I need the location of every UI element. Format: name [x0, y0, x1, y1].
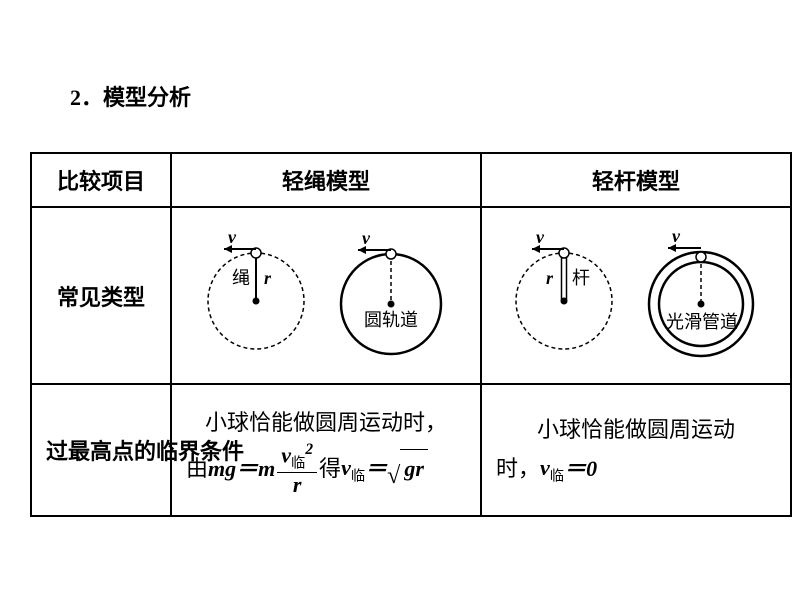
rope-dashed-circle: v 绳 r [208, 227, 304, 349]
table-row-condition: 过最高点的临界条件 小球恰能做圆周运动时， 由 mg ＝ m v临2 r 得 v… [31, 384, 791, 516]
equals-3: ＝ [564, 450, 586, 487]
v-label-4: v [672, 226, 681, 246]
header-rod-model: 轻杆模型 [481, 153, 791, 207]
v-label-2: v [362, 228, 371, 248]
v-res-sym: v [341, 455, 351, 480]
rod-tube: v 光滑管道 [649, 226, 753, 356]
row-label-condition: 过最高点的临界条件 [31, 384, 171, 516]
tube-label: 光滑管道 [666, 312, 738, 332]
rope-condition: 小球恰能做圆周运动时， 由 mg ＝ m v临2 r 得 v临 ＝ √ gr [171, 384, 481, 516]
rope-cond-formula: 由 mg ＝ m v临2 r 得 v临 ＝ √ gr [186, 442, 466, 496]
v-result: v临 [341, 449, 365, 489]
zero: 0 [586, 450, 597, 487]
rope-solid-track: v 圆轨道 [341, 228, 441, 354]
rod-cond-prefix: 时， [496, 450, 540, 487]
v-num: v [281, 442, 291, 467]
v-label: v [228, 227, 237, 247]
table-header-row: 比较项目 轻绳模型 轻杆模型 [31, 153, 791, 207]
page: 2．模型分析 比较项目 轻绳模型 轻杆模型 常见类型 [0, 0, 794, 596]
radical-sign: √ [387, 464, 400, 488]
radicand: gr [400, 449, 428, 487]
rod-cond-line1: 小球恰能做圆周运动 [496, 411, 776, 448]
row-label-diagram: 常见类型 [31, 207, 171, 384]
v-rod-sym: v [540, 455, 550, 480]
section-heading: 2．模型分析 [70, 80, 794, 112]
rod-model-diagrams: v r 杆 v [481, 207, 791, 384]
r-label-2: r [546, 268, 554, 288]
mg: mg [208, 450, 236, 487]
text-by: 由 [186, 450, 208, 487]
v-rod: v临 [540, 449, 564, 489]
rope-label: 绳 [232, 268, 250, 288]
sub-lin-2: 临 [351, 468, 365, 484]
cond-label-text: 过最高点的临界条件 [46, 434, 156, 466]
text-get: 得 [319, 450, 341, 487]
fraction: v临2 r [277, 442, 317, 496]
numerator: v临2 [277, 442, 317, 473]
rod-label: 杆 [572, 268, 590, 288]
header-rope-model: 轻绳模型 [171, 153, 481, 207]
rod-dashed-circle: v r 杆 [516, 227, 612, 349]
v-label-3: v [536, 227, 545, 247]
equals-1: ＝ [236, 450, 258, 487]
equals-2: ＝ [365, 450, 387, 487]
denominator: r [289, 473, 306, 496]
rod-cond-line2: 时， v临 ＝ 0 [496, 449, 776, 489]
sub-lin-3: 临 [550, 468, 564, 484]
sup-2: 2 [305, 441, 313, 458]
rope-model-diagrams: v 绳 r [171, 207, 481, 384]
rod-condition: 小球恰能做圆周运动 时， v临 ＝ 0 [481, 384, 791, 516]
track-label: 圆轨道 [364, 310, 418, 330]
header-compare: 比较项目 [31, 153, 171, 207]
r-label: r [264, 268, 272, 288]
rope-cond-line1: 小球恰能做圆周运动时， [186, 404, 466, 441]
comparison-table: 比较项目 轻绳模型 轻杆模型 常见类型 [30, 152, 792, 517]
sub-lin-1: 临 [291, 456, 305, 472]
rod-diagram-svg: v r 杆 v [496, 226, 776, 366]
table-row-diagram: 常见类型 v [31, 207, 791, 384]
m: m [258, 450, 275, 487]
rope-diagram-svg: v 绳 r [186, 226, 466, 366]
sqrt: √ gr [387, 449, 428, 487]
